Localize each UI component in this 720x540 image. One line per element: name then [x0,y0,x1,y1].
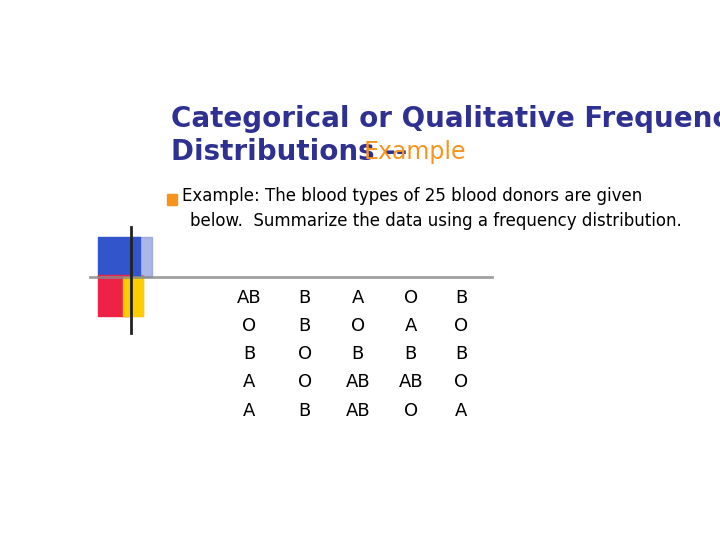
Text: Categorical or Qualitative Frequency: Categorical or Qualitative Frequency [171,105,720,133]
Text: O: O [351,317,365,335]
Text: A: A [243,402,255,420]
Text: A: A [351,289,364,307]
Bar [167,194,177,205]
Text: O: O [454,317,468,335]
Bar [99,275,129,316]
Text: A: A [455,402,467,420]
Text: Example: The blood types of 25 blood donors are given: Example: The blood types of 25 blood don… [182,187,642,205]
Text: A: A [243,374,255,391]
Text: O: O [454,374,468,391]
Text: O: O [404,289,418,307]
Text: AB: AB [346,374,370,391]
Text: O: O [404,402,418,420]
Text: Example: Example [364,140,466,164]
Text: Distributions --: Distributions -- [171,138,417,166]
Text: B: B [351,345,364,363]
Bar [121,275,143,316]
Text: AB: AB [237,289,261,307]
Bar [130,238,153,277]
Text: B: B [243,345,255,363]
Text: B: B [299,402,311,420]
Text: AB: AB [399,374,423,391]
Bar [124,277,143,316]
Text: B: B [455,289,467,307]
Text: A: A [405,317,417,335]
Text: O: O [298,345,312,363]
Text: B: B [455,345,467,363]
Text: AB: AB [346,402,370,420]
Text: O: O [298,374,312,391]
Text: B: B [299,289,311,307]
Bar [99,238,140,277]
Text: B: B [299,317,311,335]
Text: O: O [242,317,256,335]
Text: B: B [405,345,417,363]
Text: below.  Summarize the data using a frequency distribution.: below. Summarize the data using a freque… [190,212,682,230]
